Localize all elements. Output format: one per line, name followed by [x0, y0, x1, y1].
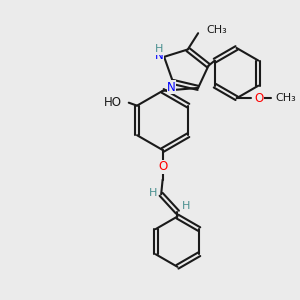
Text: N: N — [167, 81, 176, 94]
Text: H: H — [182, 201, 190, 211]
Text: CH₃: CH₃ — [206, 25, 227, 35]
Text: N: N — [154, 49, 163, 62]
Text: H: H — [149, 188, 157, 198]
Text: HO: HO — [104, 96, 122, 109]
Text: O: O — [254, 92, 264, 105]
Text: H: H — [154, 44, 163, 55]
Text: CH₃: CH₃ — [276, 93, 296, 103]
Text: O: O — [159, 160, 168, 173]
